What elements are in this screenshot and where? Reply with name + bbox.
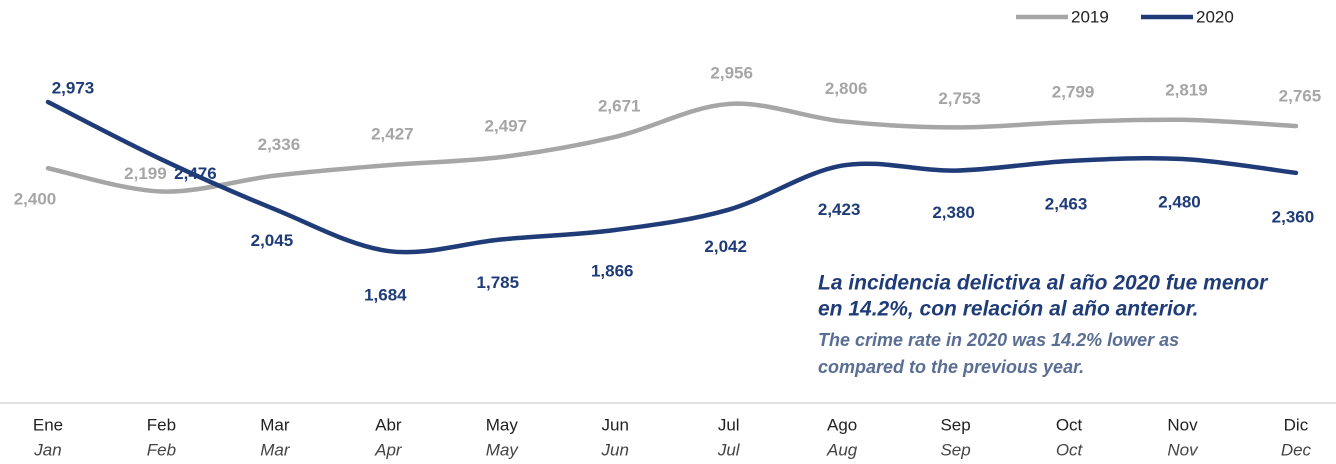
data-label: 2,360 bbox=[1272, 207, 1315, 226]
x-tick-label: Sep bbox=[940, 415, 970, 434]
data-label: 2,042 bbox=[704, 237, 747, 256]
x-tick-label: Ene bbox=[33, 415, 63, 434]
data-label: 1,684 bbox=[364, 286, 407, 305]
data-label: 2,973 bbox=[52, 78, 95, 97]
data-label: 2,497 bbox=[485, 117, 528, 136]
x-tick-label-en: Jul bbox=[717, 440, 741, 459]
legend-label: 2019 bbox=[1071, 7, 1109, 26]
x-tick-label-en: May bbox=[486, 440, 520, 459]
x-tick-label-en: Mar bbox=[260, 440, 291, 459]
data-label: 1,785 bbox=[477, 273, 520, 292]
data-label: 2,765 bbox=[1279, 87, 1322, 106]
x-tick-label: Jul bbox=[718, 415, 740, 434]
data-label: 2,956 bbox=[710, 63, 753, 82]
series-line bbox=[45, 99, 1299, 255]
legend-label: 2020 bbox=[1196, 7, 1234, 26]
annotation-es: en 14.2%, con relación al año anterior. bbox=[818, 298, 1198, 321]
x-tick-label: Oct bbox=[1056, 415, 1083, 434]
data-label: 2,806 bbox=[825, 79, 868, 98]
data-label: 2,753 bbox=[938, 89, 981, 108]
data-label: 2,045 bbox=[251, 231, 294, 250]
x-tick-label-en: Nov bbox=[1167, 440, 1199, 459]
x-tick-label: Mar bbox=[260, 415, 290, 434]
data-label: 2,427 bbox=[371, 125, 414, 144]
x-tick-label-en: Jan bbox=[33, 440, 61, 459]
x-tick-label-en: Oct bbox=[1056, 440, 1084, 459]
x-tick-label-en: Apr bbox=[374, 440, 403, 459]
data-label: 1,866 bbox=[591, 261, 634, 280]
annotation-en: The crime rate in 2020 was 14.2% lower a… bbox=[818, 330, 1179, 350]
annotation-es: La incidencia delictiva al año 2020 fue … bbox=[818, 272, 1269, 295]
x-tick-label-en: Sep bbox=[940, 440, 970, 459]
data-label: 2,463 bbox=[1045, 194, 1088, 213]
data-label: 2,819 bbox=[1165, 80, 1208, 99]
data-label: 2,799 bbox=[1052, 83, 1095, 102]
x-tick-label: Nov bbox=[1167, 415, 1198, 434]
data-label: 2,671 bbox=[598, 96, 641, 115]
x-tick-label: Dic bbox=[1284, 415, 1309, 434]
x-tick-label-en: Jun bbox=[601, 440, 629, 459]
data-label: 2,336 bbox=[258, 135, 301, 154]
x-tick-label: Abr bbox=[375, 415, 402, 434]
data-label: 2,400 bbox=[14, 190, 57, 209]
x-tick-label: Ago bbox=[827, 415, 857, 434]
annotation-en: compared to the previous year. bbox=[818, 357, 1084, 377]
data-label: 2,476 bbox=[174, 164, 217, 183]
data-label: 2,480 bbox=[1158, 192, 1201, 211]
x-tick-label: Feb bbox=[147, 415, 176, 434]
x-tick-label-en: Feb bbox=[147, 440, 176, 459]
data-label: 2,423 bbox=[818, 200, 861, 219]
data-label: 2,380 bbox=[932, 203, 975, 222]
series-line bbox=[45, 101, 1299, 194]
x-tick-label-en: Dec bbox=[1281, 440, 1312, 459]
x-tick-label-en: Aug bbox=[826, 440, 858, 459]
x-tick-label: May bbox=[486, 415, 519, 434]
data-label: 2,199 bbox=[124, 164, 167, 183]
x-tick-label: Jun bbox=[602, 415, 629, 434]
